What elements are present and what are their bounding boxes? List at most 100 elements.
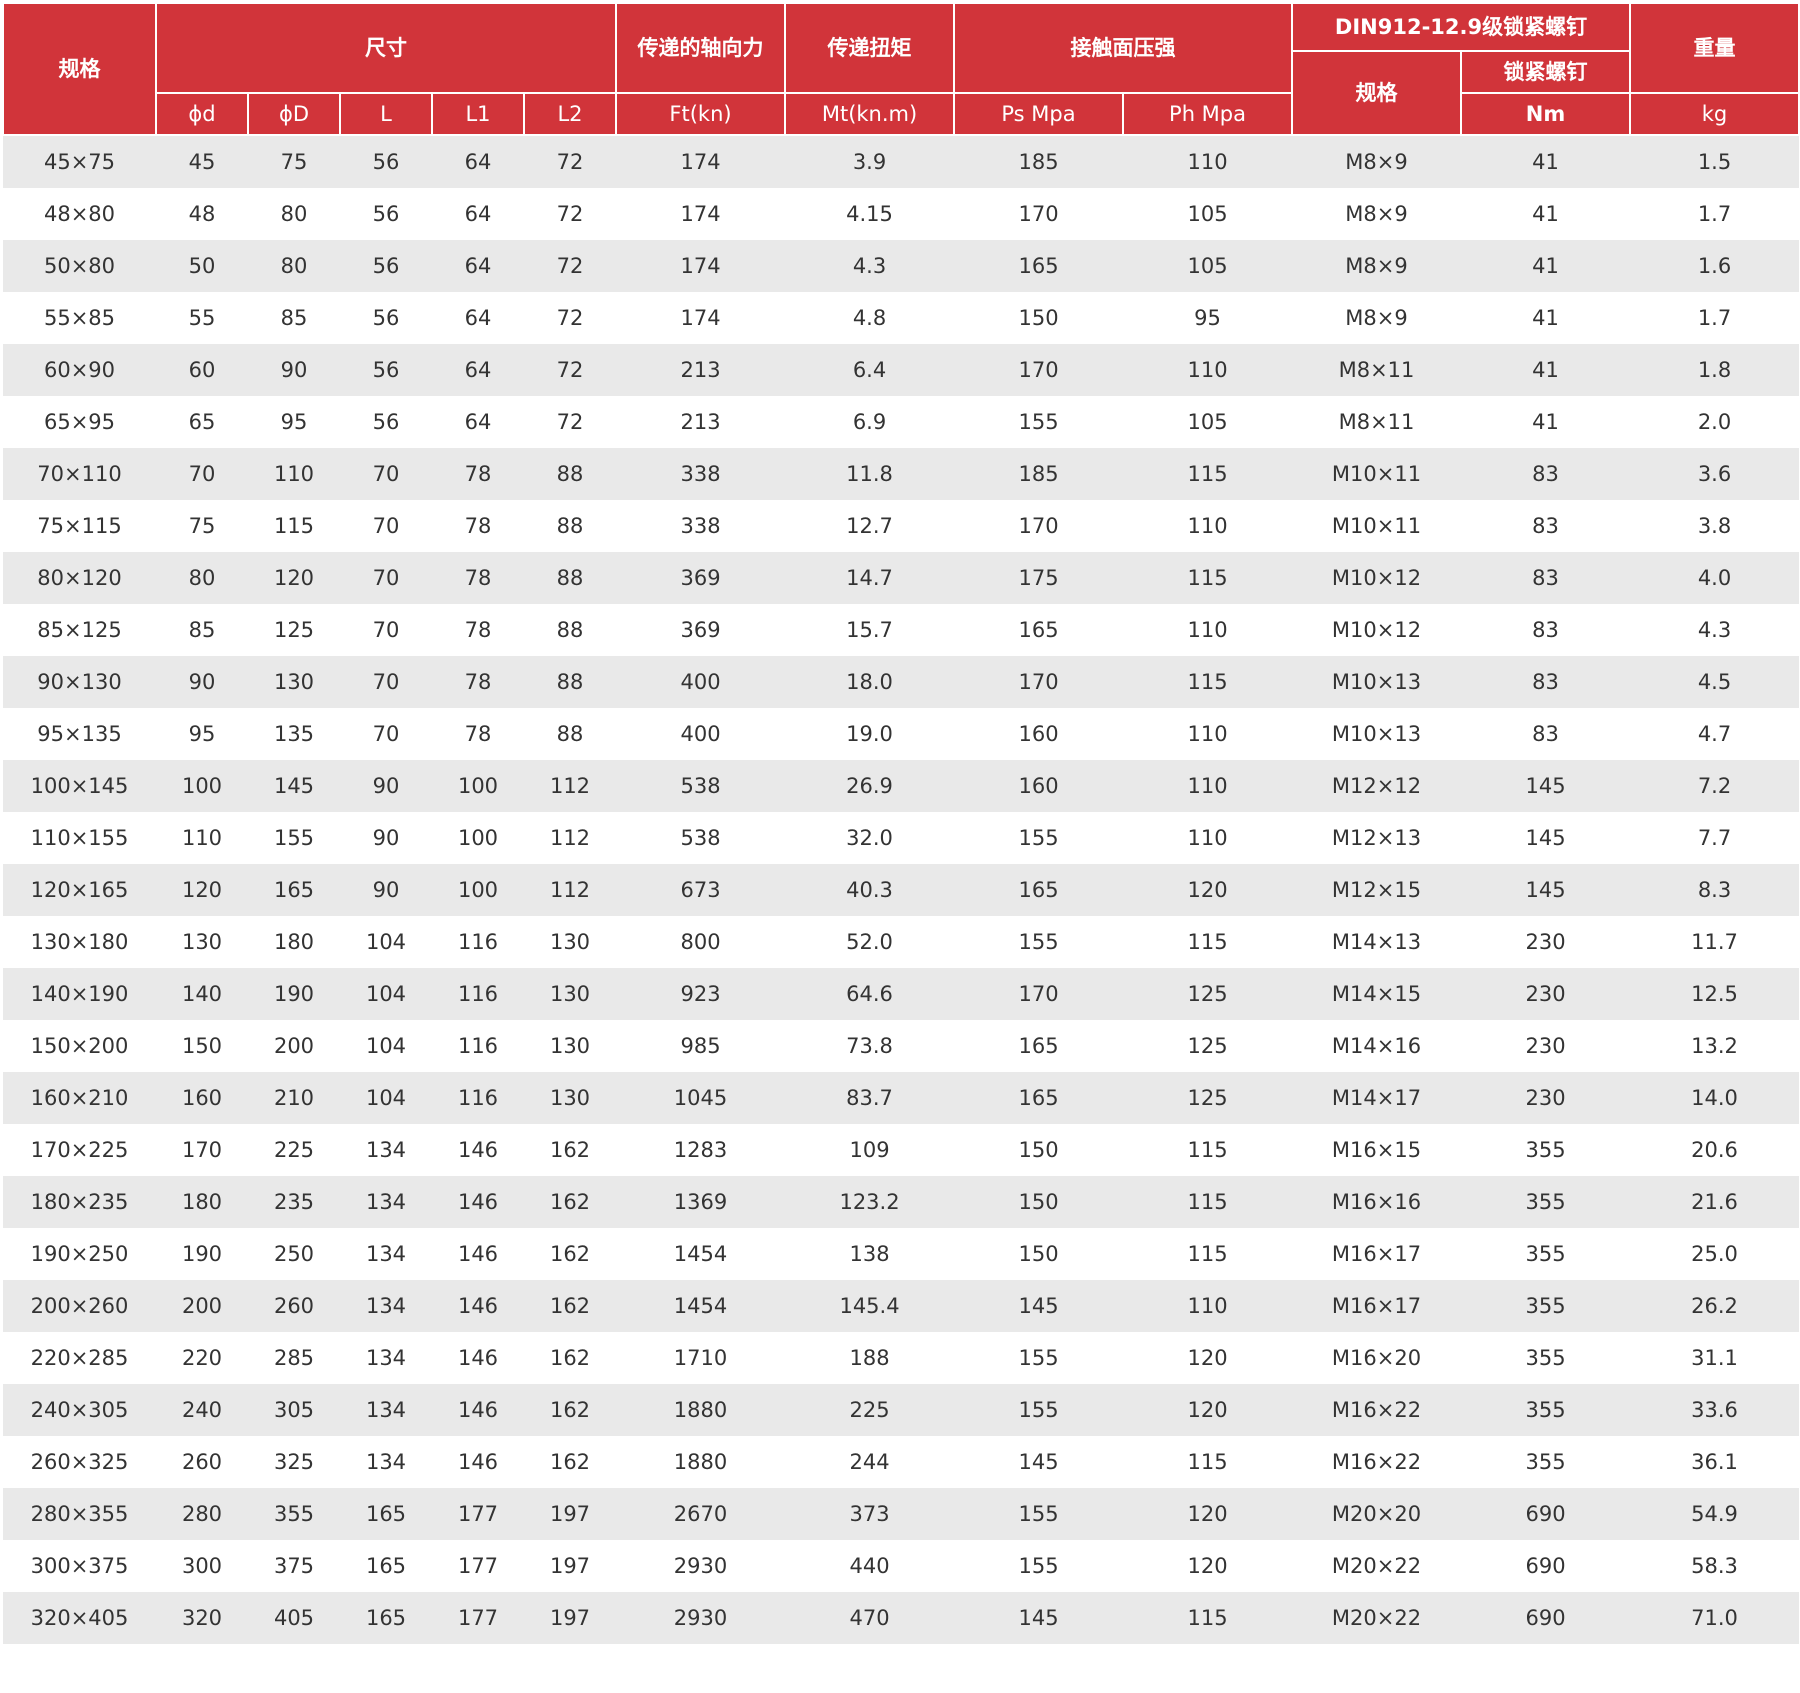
cell-L1: 78 [432, 656, 524, 708]
cell-screw-torque: 355 [1461, 1384, 1631, 1436]
cell-L: 56 [340, 292, 432, 344]
cell-ps: 170 [954, 344, 1124, 396]
cell-mt: 123.2 [785, 1176, 955, 1228]
table-row: 75×115 75 115 70 78 88 338 12.7 170 110 M10×11 83 3.… [3, 500, 1800, 552]
cell-ps: 160 [954, 760, 1124, 812]
cell-spec: 280×355 [3, 1488, 156, 1540]
cell-d: 55 [156, 292, 248, 344]
cell-ps: 185 [954, 448, 1124, 500]
cell-spec: 45×75 [3, 135, 156, 188]
cell-spec: 200×260 [3, 1280, 156, 1332]
cell-ps: 165 [954, 240, 1124, 292]
header-ph: Ph Mpa [1122, 92, 1294, 136]
cell-screw-spec: M8×11 [1292, 344, 1462, 396]
cell-ph: 105 [1123, 240, 1293, 292]
cell-mt: 83.7 [785, 1072, 955, 1124]
cell-ps: 170 [954, 500, 1124, 552]
cell-ft: 1369 [616, 1176, 786, 1228]
cell-weight: 71.0 [1630, 1592, 1800, 1644]
cell-mt: 19.0 [785, 708, 955, 760]
header-L1: L1 [431, 92, 525, 136]
cell-ps: 155 [954, 812, 1124, 864]
cell-screw-torque: 145 [1461, 760, 1631, 812]
cell-screw-torque: 230 [1461, 916, 1631, 968]
cell-screw-spec: M20×20 [1292, 1488, 1462, 1540]
cell-ps: 145 [954, 1280, 1124, 1332]
cell-spec: 190×250 [3, 1228, 156, 1280]
cell-spec: 320×405 [3, 1592, 156, 1644]
cell-mt: 3.9 [785, 135, 955, 188]
cell-L1: 177 [432, 1540, 524, 1592]
cell-weight: 36.1 [1630, 1436, 1800, 1488]
cell-L: 134 [340, 1124, 432, 1176]
cell-screw-torque: 41 [1461, 344, 1631, 396]
table-row: 60×90 60 90 56 64 72 213 6.4 170 110 M8×11 41 1.8 [3, 344, 1800, 396]
cell-L1: 78 [432, 552, 524, 604]
header-d: ϕd [155, 92, 249, 136]
table-row: 55×85 55 85 56 64 72 174 4.8 150 95 M8×9 41 1.7 [3, 292, 1800, 344]
cell-L2: 72 [524, 135, 617, 188]
cell-D: 80 [248, 188, 340, 240]
cell-spec: 95×135 [3, 708, 156, 760]
cell-L: 134 [340, 1228, 432, 1280]
cell-D: 135 [248, 708, 340, 760]
cell-spec: 180×235 [3, 1176, 156, 1228]
cell-D: 90 [248, 344, 340, 396]
cell-ph: 110 [1123, 708, 1293, 760]
cell-spec: 55×85 [3, 292, 156, 344]
cell-ft: 369 [616, 604, 786, 656]
cell-screw-spec: M8×9 [1292, 240, 1462, 292]
cell-d: 80 [156, 552, 248, 604]
cell-screw-torque: 230 [1461, 1020, 1631, 1072]
cell-L1: 146 [432, 1280, 524, 1332]
cell-ph: 120 [1123, 1332, 1293, 1384]
cell-L1: 116 [432, 916, 524, 968]
cell-L: 70 [340, 708, 432, 760]
cell-d: 60 [156, 344, 248, 396]
cell-L: 134 [340, 1436, 432, 1488]
cell-weight: 31.1 [1630, 1332, 1800, 1384]
cell-mt: 64.6 [785, 968, 955, 1020]
cell-weight: 4.7 [1630, 708, 1800, 760]
cell-ft: 338 [616, 500, 786, 552]
table-row: 300×375 300 375 165 177 197 2930 440 155 120 M20×2… [3, 1540, 1800, 1592]
cell-ps: 165 [954, 864, 1124, 916]
cell-mt: 188 [785, 1332, 955, 1384]
cell-L2: 162 [524, 1332, 617, 1384]
table-row: 190×250 190 250 134 146 162 1454 138 150 115 M16×1… [3, 1228, 1800, 1280]
cell-ft: 1045 [616, 1072, 786, 1124]
cell-screw-spec: M16×17 [1292, 1280, 1462, 1332]
cell-weight: 11.7 [1630, 916, 1800, 968]
cell-L: 134 [340, 1332, 432, 1384]
cell-L: 165 [340, 1540, 432, 1592]
table-row: 120×165 120 165 90 100 112 673 40.3 165 120 M12×15… [3, 864, 1800, 916]
cell-mt: 4.3 [785, 240, 955, 292]
cell-ft: 673 [616, 864, 786, 916]
cell-screw-torque: 145 [1461, 812, 1631, 864]
cell-ft: 174 [616, 240, 786, 292]
cell-d: 75 [156, 500, 248, 552]
cell-L2: 162 [524, 1436, 617, 1488]
cell-L: 104 [340, 1020, 432, 1072]
cell-weight: 25.0 [1630, 1228, 1800, 1280]
cell-d: 220 [156, 1332, 248, 1384]
header-spec: 规格 [2, 2, 157, 136]
cell-L1: 146 [432, 1436, 524, 1488]
table-row: 170×225 170 225 134 146 162 1283 109 150 115 M16×1… [3, 1124, 1800, 1176]
cell-weight: 20.6 [1630, 1124, 1800, 1176]
cell-weight: 13.2 [1630, 1020, 1800, 1072]
table-row: 160×210 160 210 104 116 130 1045 83.7 165 125 M14×… [3, 1072, 1800, 1124]
cell-weight: 3.8 [1630, 500, 1800, 552]
cell-L2: 162 [524, 1280, 617, 1332]
header-screw-torque-label: 锁紧螺钉 [1460, 50, 1632, 94]
cell-weight: 4.5 [1630, 656, 1800, 708]
cell-screw-torque: 41 [1461, 240, 1631, 292]
cell-screw-spec: M10×13 [1292, 708, 1462, 760]
cell-ph: 115 [1123, 1124, 1293, 1176]
cell-screw-spec: M20×22 [1292, 1592, 1462, 1644]
cell-screw-spec: M10×11 [1292, 448, 1462, 500]
cell-ps: 145 [954, 1436, 1124, 1488]
cell-L: 104 [340, 1072, 432, 1124]
cell-screw-torque: 83 [1461, 708, 1631, 760]
cell-L1: 78 [432, 604, 524, 656]
